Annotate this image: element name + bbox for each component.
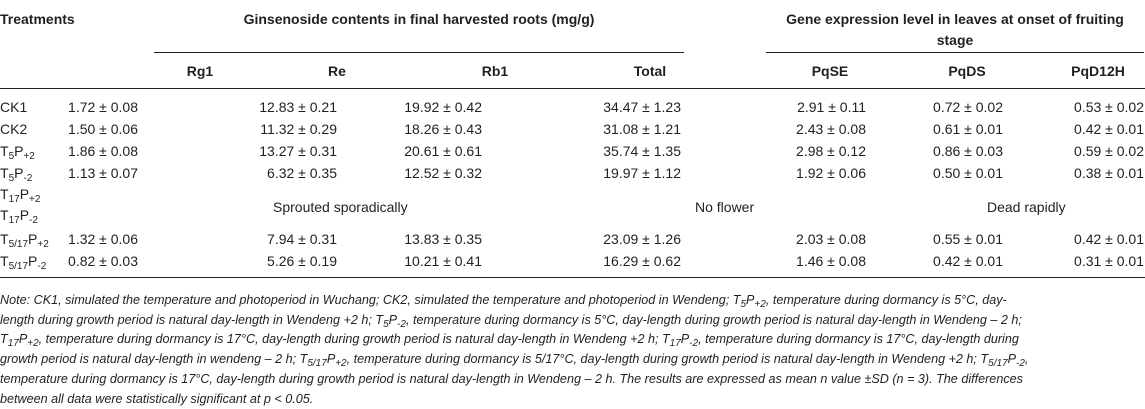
merged-cell-dead: Dead rapidly xyxy=(987,199,1066,215)
cell: 1.46 ± 0.08 xyxy=(796,253,866,269)
col-header-rb1: Rb1 xyxy=(481,63,509,79)
cell: 2.98 ± 0.12 xyxy=(796,143,866,159)
cell: 0.59 ± 0.02 xyxy=(1074,143,1144,159)
cell: 5.26 ± 0.19 xyxy=(267,253,337,269)
col-header-rg1: Rg1 xyxy=(186,63,214,79)
cell: 1.50 ± 0.06 xyxy=(68,121,138,137)
row-label: T5/17P+2 xyxy=(0,231,49,250)
header-bottom-rule xyxy=(0,88,1145,89)
cell: 1.32 ± 0.06 xyxy=(68,231,138,247)
row-label: CK2 xyxy=(0,121,28,137)
cell: 0.42 ± 0.01 xyxy=(933,253,1003,269)
cell: 0.61 ± 0.01 xyxy=(933,121,1003,137)
note-line: between all data were statistically sign… xyxy=(0,391,314,406)
cell: 2.03 ± 0.08 xyxy=(796,231,866,247)
cell: 2.91 ± 0.11 xyxy=(797,99,866,115)
cell: 1.86 ± 0.08 xyxy=(68,143,138,159)
row-label: T5P-2 xyxy=(0,165,33,184)
cell: 10.21 ± 0.41 xyxy=(404,253,482,269)
col-header-re: Re xyxy=(328,63,346,79)
cell: 2.43 ± 0.08 xyxy=(796,121,866,137)
col-header-pqds: PqDS xyxy=(948,63,986,79)
cell: 16.29 ± 0.62 xyxy=(603,253,681,269)
cell: 11.32 ± 0.29 xyxy=(260,121,337,137)
cell: 31.08 ± 1.21 xyxy=(603,121,681,137)
cell: 6.32 ± 0.35 xyxy=(267,165,337,181)
row-label: CK1 xyxy=(0,99,28,115)
table-note: Note: CK1, simulated the temperature and… xyxy=(0,291,1140,409)
cell: 20.61 ± 0.61 xyxy=(404,143,482,159)
table-bottom-rule xyxy=(0,277,1145,278)
cell: 19.97 ± 1.12 xyxy=(603,165,681,181)
cell: 34.47 ± 1.23 xyxy=(603,99,681,115)
cell: 0.55 ± 0.01 xyxy=(933,231,1003,247)
cell: 13.83 ± 0.35 xyxy=(404,231,482,247)
group-header-gene-line2: stage xyxy=(936,32,974,48)
cell: 0.31 ± 0.01 xyxy=(1074,253,1144,269)
cell: 0.42 ± 0.01 xyxy=(1074,121,1144,137)
note-line: growth period is natural day-length in w… xyxy=(0,352,1029,370)
group-header-gene-line1: Gene expression level in leaves at onset… xyxy=(786,11,1124,27)
cell: 0.82 ± 0.03 xyxy=(68,253,138,269)
row-label: T5P+2 xyxy=(0,143,35,162)
row-label: T5/17P-2 xyxy=(0,253,47,272)
cell: 13.27 ± 0.31 xyxy=(259,143,337,159)
row-label: T17P+2 xyxy=(0,186,41,205)
note-line: T17P+2, temperature during dormancy is 1… xyxy=(0,332,1019,350)
cell: 1.13 ± 0.07 xyxy=(68,165,138,181)
group2-rule xyxy=(766,52,1144,53)
group-header-ginsenoside: Ginsenoside contents in final harvested … xyxy=(243,11,595,27)
cell: 19.92 ± 0.42 xyxy=(404,99,482,115)
cell: 0.42 ± 0.01 xyxy=(1074,231,1144,247)
note-line: length during growth period is natural d… xyxy=(0,312,1022,330)
col-header-pqse: PqSE xyxy=(811,63,849,79)
merged-cell-sprouted: Sprouted sporadically xyxy=(273,199,408,215)
cell: 0.72 ± 0.02 xyxy=(933,99,1003,115)
cell: 35.74 ± 1.35 xyxy=(603,143,681,159)
note-line: temperature during dormancy is 17°C, day… xyxy=(0,371,1023,386)
cell: 1.92 ± 0.06 xyxy=(796,165,866,181)
cell: 12.52 ± 0.32 xyxy=(404,165,482,181)
cell: 0.86 ± 0.03 xyxy=(933,143,1003,159)
treatments-header: Treatments xyxy=(0,11,75,27)
cell: 1.72 ± 0.08 xyxy=(68,99,138,115)
col-header-total: Total xyxy=(633,63,667,79)
cell: 0.50 ± 0.01 xyxy=(933,165,1003,181)
cell: 0.38 ± 0.01 xyxy=(1074,165,1144,181)
cell: 18.26 ± 0.43 xyxy=(404,121,482,137)
merged-cell-no-flower: No flower xyxy=(695,199,755,215)
cell: 23.09 ± 1.26 xyxy=(603,231,681,247)
group1-rule xyxy=(154,52,684,53)
cell: 7.94 ± 0.31 xyxy=(267,231,337,247)
note-line: Note: CK1, simulated the temperature and… xyxy=(0,293,1007,310)
row-label: T17P-2 xyxy=(0,207,38,226)
cell: 12.83 ± 0.21 xyxy=(259,99,337,115)
cell: 0.53 ± 0.02 xyxy=(1074,99,1144,115)
col-header-pqd12h: PqD12H xyxy=(1071,63,1125,79)
